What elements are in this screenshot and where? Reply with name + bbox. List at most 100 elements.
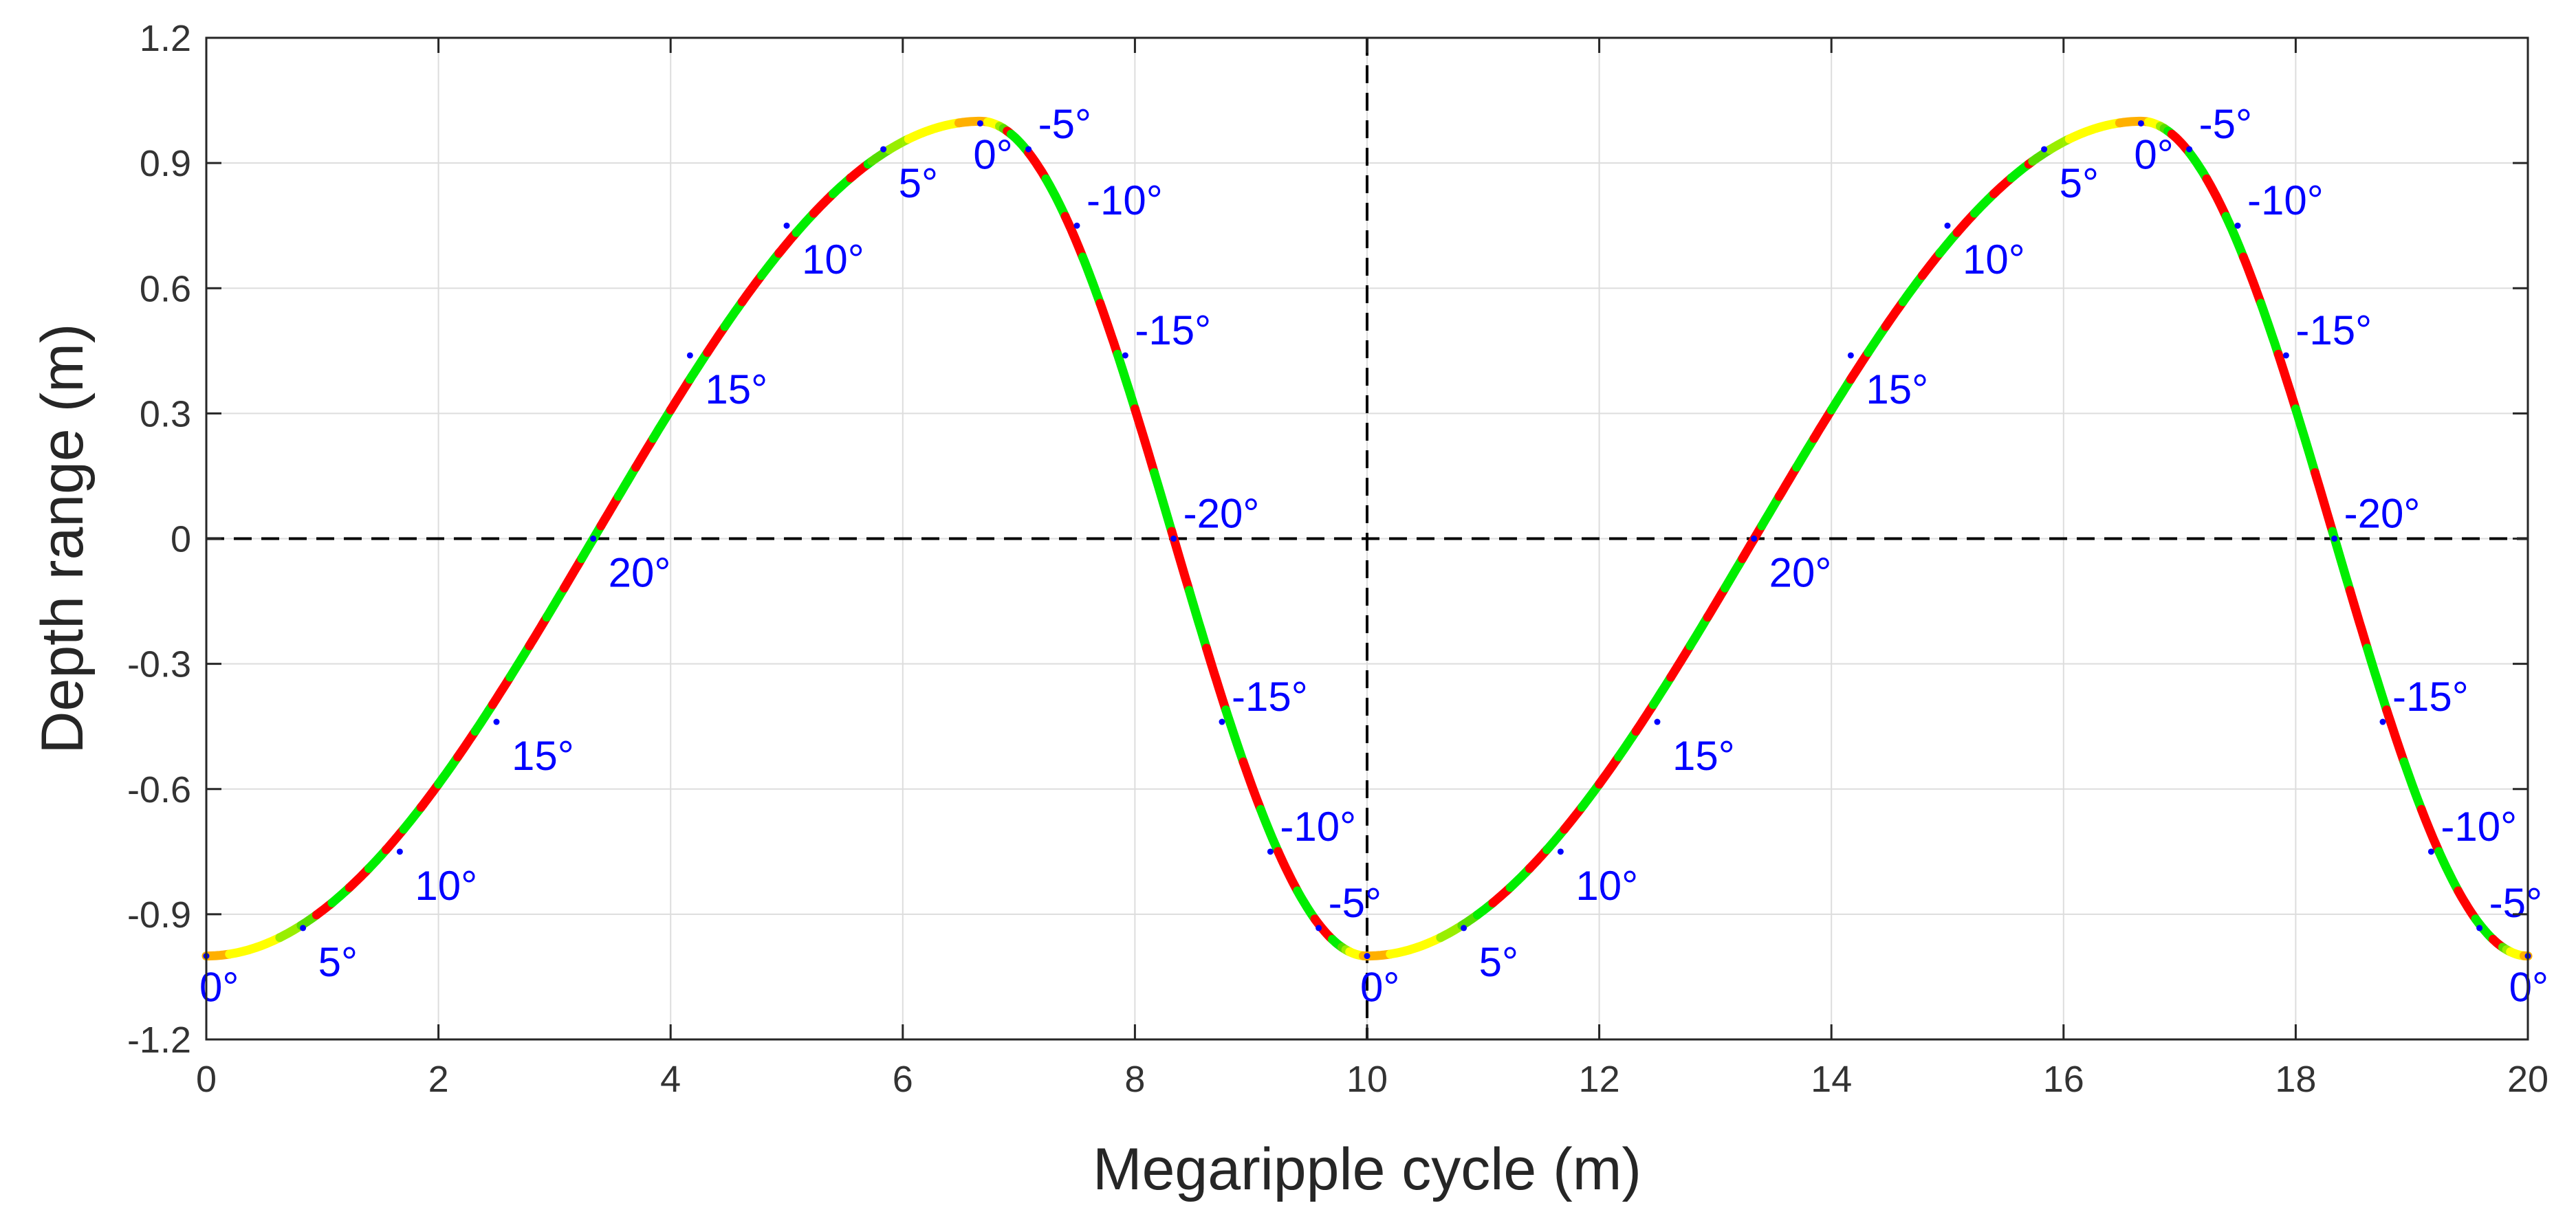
curve-segment	[434, 752, 463, 789]
angle-marker	[2427, 848, 2434, 855]
curve-segment	[1202, 643, 1231, 715]
curve-segment	[488, 672, 515, 709]
angle-label: -5°	[1038, 101, 1091, 147]
curve-segment	[1917, 248, 1945, 280]
angle-marker	[976, 120, 983, 126]
angle-label: 0°	[973, 131, 1012, 177]
curve-segment	[685, 348, 712, 384]
x-tick-label: 4	[660, 1059, 681, 1100]
curve-segment	[1685, 613, 1712, 650]
curve-segment	[1130, 404, 1159, 477]
curve-segment	[2185, 148, 2212, 184]
curve-segment	[2399, 757, 2426, 814]
angle-marker	[1847, 352, 1854, 359]
curve-segment	[1221, 705, 1248, 767]
curve-segment	[470, 700, 497, 736]
curve-segment	[225, 933, 285, 959]
x-tick-label: 0	[196, 1059, 217, 1100]
curve-segment	[720, 297, 747, 331]
angle-marker	[1267, 848, 1274, 855]
angle-marker	[2379, 718, 2386, 725]
curve-segment	[2363, 643, 2392, 715]
curve-segment	[382, 824, 408, 855]
curve-segment	[2416, 804, 2444, 857]
curve-segment	[904, 118, 963, 144]
curve-segment	[1648, 672, 1676, 709]
angle-label: -10°	[1280, 804, 1356, 850]
curve-segment	[1757, 492, 1784, 531]
angle-label: 15°	[705, 366, 767, 412]
angle-marker	[1122, 352, 1128, 359]
angle-marker	[1654, 718, 1661, 725]
curve-segment	[809, 189, 838, 218]
angle-marker	[686, 352, 693, 359]
curve-segment	[737, 271, 766, 307]
y-tick-label: 0.6	[140, 268, 191, 309]
y-tick-label: 0	[171, 519, 191, 560]
curve-segment	[2434, 847, 2463, 896]
curve-segment	[1826, 375, 1855, 415]
curve-segment	[756, 248, 784, 280]
curve-segment	[954, 116, 993, 128]
curve-segment	[1078, 252, 1105, 308]
curve-segment	[1703, 583, 1729, 622]
curve-segment	[1809, 405, 1836, 443]
angle-marker	[2282, 352, 2289, 359]
curve-segment	[1595, 752, 1624, 789]
curve-segment	[399, 802, 426, 834]
curve-segment	[1184, 586, 1211, 653]
angle-label: 20°	[1769, 550, 1832, 596]
angle-label: -15°	[1135, 307, 1211, 353]
angle-marker	[2331, 536, 2338, 542]
curve-segment	[1774, 463, 1802, 501]
x-tick-label: 2	[428, 1059, 449, 1100]
curve-segment	[2064, 118, 2124, 144]
curve-segment	[2273, 349, 2300, 414]
curve-segment	[345, 863, 373, 892]
angle-marker	[590, 536, 597, 542]
curve-segment	[1738, 521, 1767, 564]
angle-label: 15°	[512, 733, 574, 779]
y-tick-label: 0.3	[140, 393, 191, 434]
angle-label: 5°	[1479, 939, 1518, 985]
curve-segment	[1150, 468, 1177, 536]
y-tick-label: -1.2	[127, 1020, 191, 1061]
angle-label: 5°	[899, 160, 938, 206]
angle-label: 0°	[2134, 131, 2173, 177]
x-axis-label: Megaripple cycle (m)	[1093, 1136, 1641, 1202]
curve-segment	[703, 322, 730, 357]
curve-segment	[648, 405, 675, 443]
curve-segment	[2382, 705, 2409, 767]
curve-segment	[1792, 434, 1819, 472]
curve-segment	[2238, 252, 2266, 308]
angle-label: -5°	[2199, 101, 2252, 147]
curve-segment	[1614, 727, 1641, 762]
curve-segment	[542, 583, 569, 622]
curve-segment	[666, 375, 695, 415]
curve-segment	[2454, 886, 2480, 924]
curve-segment	[505, 641, 534, 682]
angle-label: 10°	[802, 236, 864, 283]
angle-label: 10°	[1575, 863, 1638, 909]
curve-segment	[1024, 148, 1051, 184]
curve-segment	[2345, 586, 2372, 653]
angle-marker	[1461, 925, 1467, 932]
curve-segment	[1238, 757, 1265, 814]
curve-segment	[1577, 780, 1604, 812]
angle-label: -10°	[2441, 804, 2517, 850]
x-tick-label: 20	[2507, 1059, 2548, 1100]
angle-label: 5°	[318, 939, 358, 985]
angle-label: -10°	[2247, 177, 2324, 223]
angle-markers	[203, 120, 2531, 960]
curve-segment	[1631, 700, 1658, 736]
angle-marker	[2186, 146, 2193, 153]
x-tick-label: 6	[893, 1059, 913, 1100]
angle-marker	[880, 146, 887, 153]
angle-labels: 0° 5° 10° 15° 20° 15° 10° 5° 0° -5° -10° -15° -20° -1…	[199, 101, 2548, 1010]
angle-label: 5°	[2060, 160, 2099, 206]
curve-segment	[525, 613, 552, 650]
angle-label: -5°	[1329, 880, 1382, 926]
curve-segment	[1274, 847, 1302, 896]
x-tick-label: 8	[1124, 1059, 1145, 1100]
